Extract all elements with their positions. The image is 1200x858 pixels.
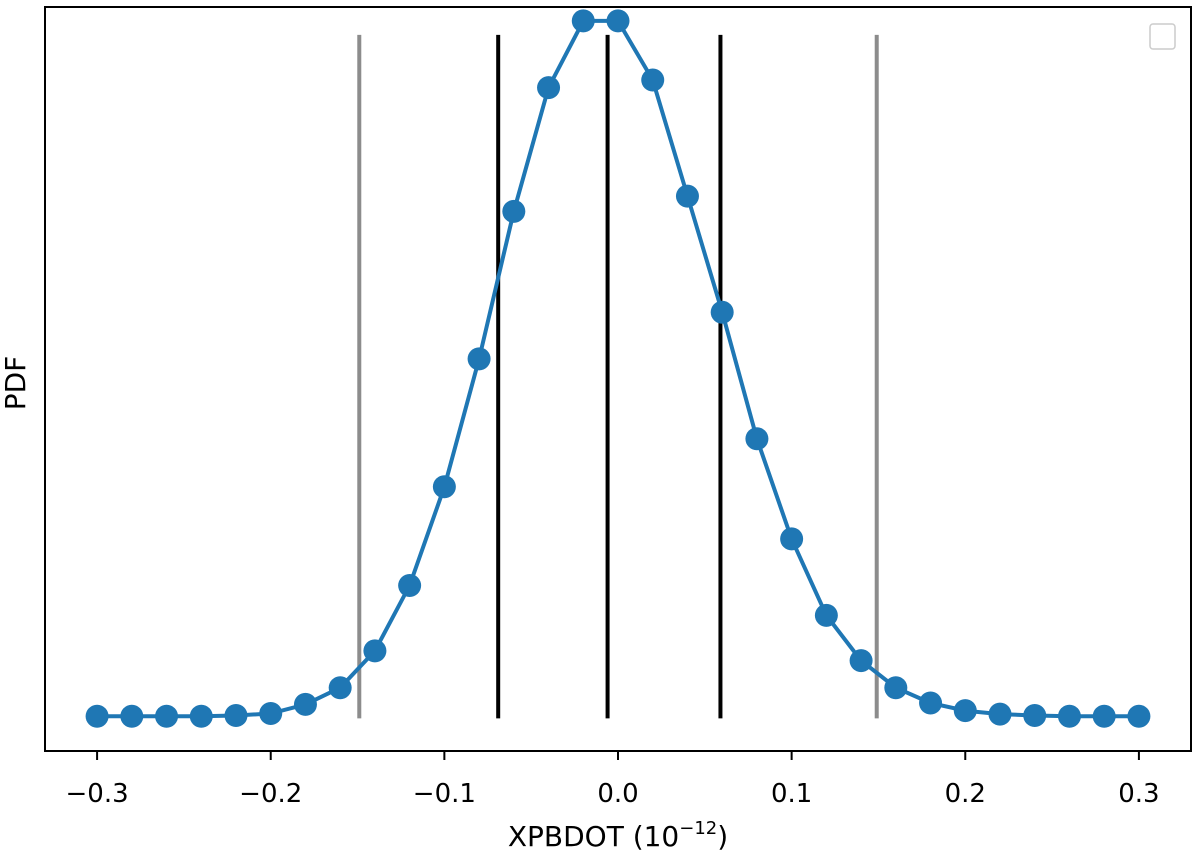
data-point — [328, 676, 352, 700]
data-point — [919, 691, 943, 715]
data-point — [224, 704, 248, 728]
data-point — [849, 649, 873, 673]
data-point — [363, 639, 387, 663]
data-point — [467, 347, 491, 371]
data-point — [780, 527, 804, 551]
x-axis-label: XPBDOT (10−12) — [508, 818, 728, 853]
data-point — [814, 603, 838, 627]
x-tick-label: −0.1 — [413, 779, 476, 809]
data-point — [606, 9, 630, 33]
data-point — [398, 574, 422, 598]
x-tick-label: 0.3 — [1118, 779, 1159, 809]
data-point — [953, 699, 977, 723]
x-tick-label: 0.0 — [597, 779, 638, 809]
series-line-0 — [97, 18, 1139, 719]
x-tick-label: −0.2 — [239, 779, 302, 809]
x-tick-label: 0.1 — [771, 779, 812, 809]
data-point — [155, 704, 179, 728]
data-point — [120, 704, 144, 728]
data-point — [259, 701, 283, 725]
data-point — [988, 702, 1012, 726]
vertical-lines — [357, 34, 879, 719]
y-axis-label: PDF — [0, 356, 32, 411]
x-axis-ticks: −0.3 −0.2 −0.1 0.0 0.1 0.2 0.3 — [66, 751, 1160, 809]
data-point — [1023, 704, 1047, 728]
data-point — [293, 692, 317, 716]
data-point — [1057, 704, 1081, 728]
data-point — [537, 76, 561, 100]
data-point — [85, 704, 109, 728]
data-point — [189, 704, 213, 728]
data-point — [745, 427, 769, 451]
legend-box — [1149, 23, 1176, 50]
data-point — [432, 475, 456, 499]
data-point — [884, 676, 908, 700]
x-tick-label: −0.3 — [66, 779, 129, 809]
data-point — [1092, 704, 1116, 728]
x-tick-label: 0.2 — [945, 779, 986, 809]
data-point — [675, 184, 699, 208]
series-layer — [85, 9, 1151, 728]
data-point — [1127, 704, 1151, 728]
data-point — [710, 300, 734, 324]
data-point — [641, 68, 665, 92]
data-point — [571, 9, 595, 33]
data-point — [502, 199, 526, 223]
plot-frame — [44, 6, 1192, 752]
